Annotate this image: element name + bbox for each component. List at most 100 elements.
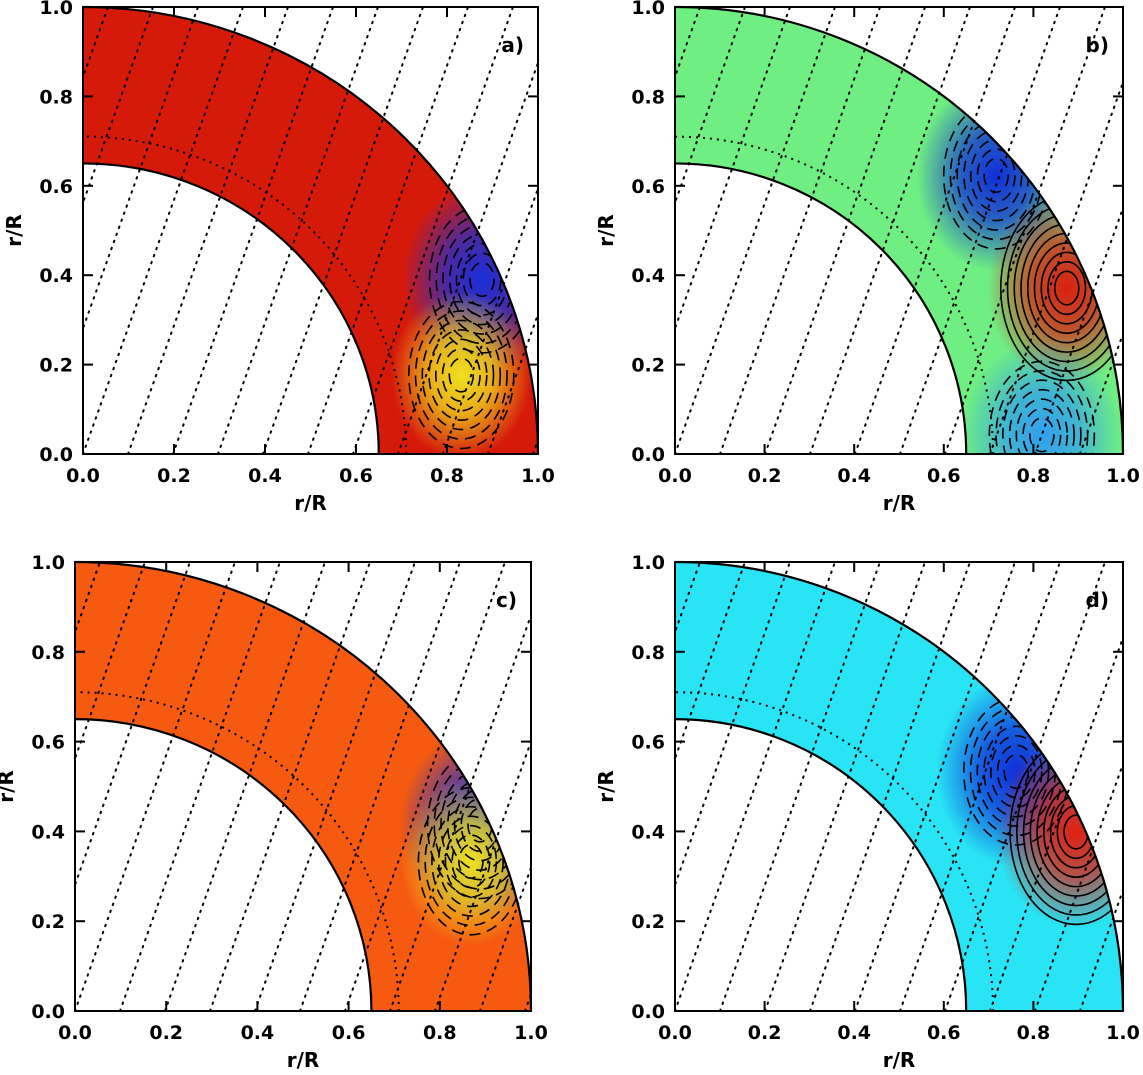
panel-4: 0.00.0 0.2 0.2 0.4 0.4 0.6 0.6 0.8 0.8 1.0 1.0 r/R r…	[594, 552, 1143, 1072]
field-line	[487, 311, 538, 454]
contour-dashed	[1029, 417, 1055, 453]
contour-dashed	[451, 834, 491, 889]
field-lines	[675, 562, 1143, 1011]
x-tick-label: 0.4	[837, 1022, 871, 1044]
x-tick-label: 0.4	[241, 1022, 275, 1044]
y-tick-label: 1.0	[631, 552, 665, 574]
x-tick-label: 0.2	[748, 465, 782, 487]
x-tick-label: 1.0	[514, 1022, 548, 1044]
outer-boundary	[74, 560, 533, 1012]
x-tick-label: 0.6	[927, 1022, 961, 1044]
outer-boundary	[82, 5, 540, 455]
x-tick-label: 0.2	[748, 1022, 782, 1044]
contour-solid	[1047, 261, 1087, 316]
y-tick-label: 1.0	[631, 0, 665, 19]
x-tick-label: 0.0	[58, 1022, 92, 1044]
field-line	[675, 562, 836, 1011]
y-tick-label: 0.4	[631, 265, 665, 287]
field-line	[299, 562, 461, 1011]
panel-3: 0.00.0 0.2 0.2 0.4 0.4 0.6 0.6 0.8 0.8 1.0 1.0 r/R r…	[0, 552, 548, 1072]
panel-2: 0.00.0 0.2 0.2 0.4 0.4 0.6 0.6 0.8 0.8 1.0 1.0 r/R r…	[594, 0, 1143, 515]
inner-boundary	[82, 162, 380, 455]
y-tick-label: 0.4	[631, 821, 665, 843]
x-tick-label: 0.8	[1017, 1022, 1051, 1044]
panel-tag: d)	[1086, 588, 1109, 612]
y-tick-label: 0.2	[631, 911, 665, 933]
feature-minimum	[961, 338, 1122, 454]
plot-frame	[74, 561, 532, 1012]
y-tick-label: 0.8	[39, 86, 73, 108]
y-tick-label: 0.0	[631, 1001, 665, 1023]
contour-dashed	[988, 360, 1096, 454]
field-line	[75, 562, 146, 762]
x-axis-label: r/R	[294, 491, 327, 515]
y-tick-label: 0.0	[39, 444, 73, 466]
field-line	[209, 562, 371, 1011]
contour-dashed	[1022, 407, 1062, 454]
x-tick-label: 0.0	[658, 1022, 692, 1044]
contour-dashed	[437, 815, 504, 908]
x-tick-label: 0.6	[339, 465, 373, 487]
contour-dashed	[995, 369, 1089, 454]
contour-dashed	[458, 843, 484, 879]
field-line	[389, 612, 531, 1011]
field-line	[1125, 7, 1143, 454]
color-features	[400, 729, 531, 946]
field-line	[764, 562, 926, 1011]
x-tick-label: 0.8	[430, 465, 464, 487]
plot-frame	[674, 561, 1124, 1012]
x-tick-label: 0.4	[248, 465, 282, 487]
shell-background	[675, 562, 1123, 1011]
y-tick-label: 0.6	[31, 732, 65, 754]
x-axis-label: r/R	[287, 1048, 320, 1072]
x-tick-label: 1.0	[1106, 465, 1140, 487]
contour-dashed	[1015, 398, 1069, 454]
x-tick-label: 0.6	[927, 465, 961, 487]
y-tick-label: 0.2	[31, 911, 65, 933]
contour-dashed	[983, 157, 1010, 194]
inner-boundary	[74, 718, 373, 1012]
y-tick-label: 0.8	[631, 642, 665, 664]
y-tick-label: 0.8	[631, 86, 665, 108]
x-tick-label: 0.8	[423, 1022, 457, 1044]
field-line	[675, 562, 746, 762]
contour-dashed	[1008, 388, 1075, 454]
y-tick-label: 0.4	[39, 265, 73, 287]
tachocline-boundary	[82, 135, 408, 455]
y-tick-label: 0.6	[39, 176, 73, 198]
x-tick-label: 0.0	[658, 465, 692, 487]
y-tick-label: 0.6	[631, 732, 665, 754]
contour-dashed	[434, 338, 488, 412]
contour-dashed	[448, 357, 475, 393]
x-tick-label: 0.4	[837, 465, 871, 487]
field-line	[854, 562, 1016, 1011]
field-line	[164, 562, 326, 1011]
contour-dashed	[444, 824, 498, 898]
outer-boundary	[674, 560, 1125, 1012]
contour-dashed	[469, 261, 495, 298]
outer-boundary	[674, 5, 1125, 455]
y-tick-label: 1.0	[39, 0, 73, 19]
field-line	[119, 562, 281, 1011]
field-line	[344, 562, 506, 1011]
y-axis-label: r/R	[594, 214, 618, 247]
plot-frame	[82, 6, 539, 455]
y-tick-label: 0.6	[631, 176, 665, 198]
contour-dashed	[441, 347, 481, 403]
contour-dashed	[983, 725, 1050, 818]
x-tick-label: 0.0	[66, 465, 100, 487]
contour-solid	[1053, 270, 1080, 306]
contour-dashed	[976, 148, 1016, 203]
x-axis-label: r/R	[883, 1048, 916, 1072]
x-tick-label: 0.8	[1017, 465, 1051, 487]
y-tick-label: 0.2	[631, 355, 665, 377]
panel-tag: a)	[501, 33, 524, 57]
inner-boundary	[674, 718, 968, 1012]
field-line	[75, 562, 236, 1011]
field-line	[944, 562, 1106, 1011]
x-tick-label: 1.0	[1106, 1022, 1140, 1044]
field-lines	[75, 562, 531, 1011]
field-line	[1125, 562, 1143, 1011]
